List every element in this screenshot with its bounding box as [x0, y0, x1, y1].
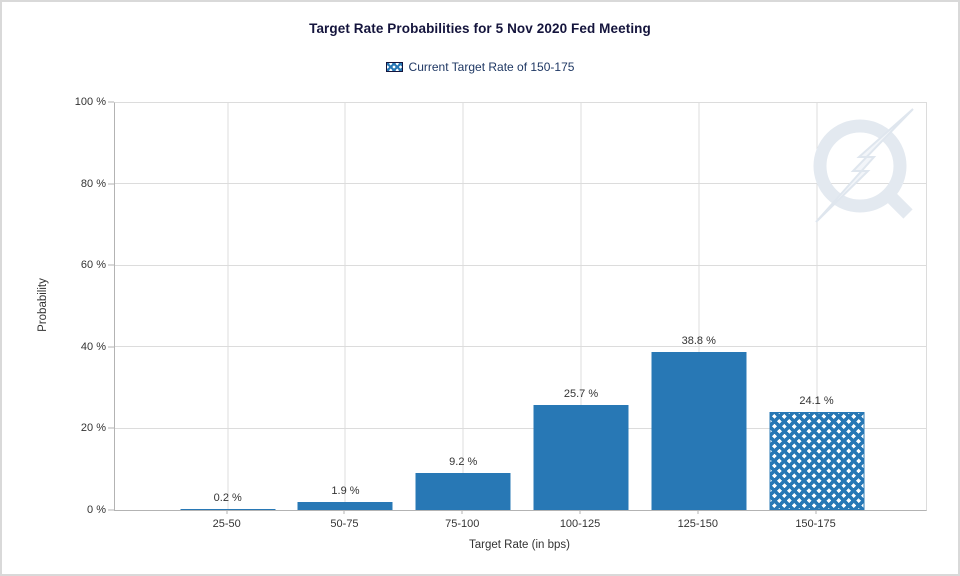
bar-150-175: [769, 412, 864, 510]
gridline-horizontal: [115, 427, 926, 429]
y-tick-label: 0 %: [87, 504, 106, 516]
y-axis-tick: [108, 427, 114, 429]
bar-value-label: 9.2 %: [449, 456, 478, 468]
gridline-vertical: [344, 103, 346, 510]
bar-value-label: 38.8 %: [681, 335, 716, 347]
x-tick-labels: 25-50 50-75 75-100 100-125 125-150 150-175: [114, 510, 925, 536]
y-axis-tick: [108, 509, 114, 511]
y-tick-label: 20 %: [80, 422, 106, 435]
x-axis-tick: [579, 510, 581, 514]
y-tick-label: 40 %: [80, 340, 106, 353]
y-ticks: [107, 101, 114, 511]
y-tick-label: 100 %: [74, 96, 106, 108]
x-tick-label: 100-125: [559, 518, 601, 530]
gridline-vertical: [462, 103, 464, 510]
x-axis-tick: [226, 510, 228, 514]
bar-value-label: 24.1 %: [799, 395, 834, 407]
gridline-horizontal: [115, 183, 926, 185]
y-tick-labels: 0 % 20 % 40 % 60 % 80 % 100 %: [2, 96, 106, 516]
y-axis-tick: [108, 183, 114, 185]
x-tick-label: 150-175: [795, 518, 836, 530]
x-axis-tick: [815, 510, 816, 514]
gridline-horizontal: [115, 346, 926, 348]
bar-value-label: 1.9 %: [331, 485, 360, 497]
bar-value-label: 0.2 %: [213, 492, 242, 504]
legend: Current Target Rate of 150-175: [2, 60, 958, 74]
plot-area: 0.2 % 1.9 % 9.2 % 25.7 % 38.8 % 24.1 %: [114, 102, 927, 511]
gridline-horizontal: [115, 264, 926, 266]
gridline-vertical: [580, 103, 582, 510]
bar-100-125: [533, 405, 629, 510]
legend-crosshatch-swatch-icon: [385, 62, 403, 72]
x-axis-tick: [697, 510, 699, 514]
legend-label: Current Target Rate of 150-175: [408, 60, 575, 74]
y-axis-tick: [108, 264, 114, 266]
y-axis-tick: [108, 101, 114, 103]
x-tick-label: 75-100: [445, 518, 480, 530]
bar-50-75: [297, 502, 393, 510]
x-axis-tick: [343, 510, 345, 514]
x-tick-label: 25-50: [212, 518, 241, 530]
gridline-vertical: [227, 103, 229, 510]
y-axis-tick: [108, 346, 114, 348]
bar-75-100: [415, 473, 511, 510]
watermark-q-lightning-icon: [813, 108, 914, 223]
x-tick-label: 125-150: [677, 518, 718, 530]
gridline-vertical: [816, 103, 817, 510]
gridline-vertical: [698, 103, 700, 510]
bar-25-50: [180, 509, 276, 510]
y-tick-label: 60 %: [80, 259, 106, 272]
x-axis-title: Target Rate (in bps): [469, 539, 570, 551]
x-axis-tick: [461, 510, 463, 514]
chart-title: Target Rate Probabilities for 5 Nov 2020…: [309, 21, 651, 36]
x-tick-label: 50-75: [330, 518, 359, 530]
y-tick-label: 80 %: [80, 177, 106, 190]
bar-value-label: 25.7 %: [563, 388, 599, 400]
bar-125-150: [651, 352, 747, 510]
